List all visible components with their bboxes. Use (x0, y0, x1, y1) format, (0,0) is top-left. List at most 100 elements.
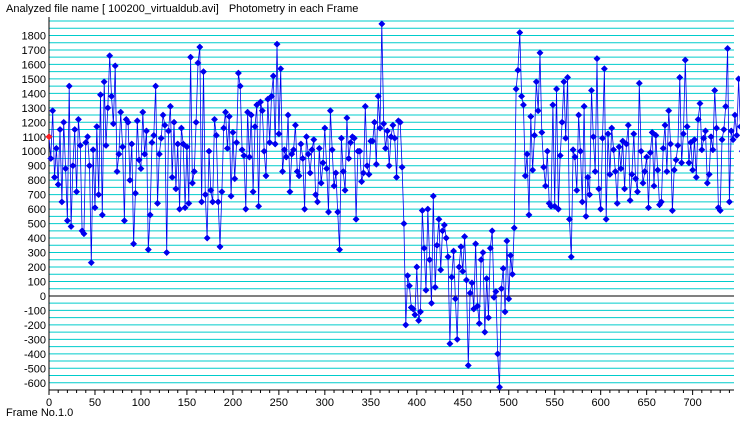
data-point (455, 263, 463, 271)
data-point (141, 150, 149, 158)
data-point (519, 101, 527, 109)
data-point (628, 170, 636, 178)
data-point (269, 72, 277, 80)
data-point (709, 146, 717, 154)
data-point (438, 227, 447, 235)
data-point (73, 188, 81, 196)
data-point (468, 279, 476, 287)
data-point (324, 208, 333, 216)
data-point (229, 128, 237, 136)
data-point (560, 78, 568, 86)
data-point (172, 185, 180, 193)
data-point (249, 188, 257, 196)
data-point (183, 143, 191, 151)
data-point (641, 167, 649, 176)
data-point (558, 118, 566, 126)
data-point (255, 202, 263, 210)
data-point (80, 230, 88, 238)
data-point (337, 134, 345, 142)
data-point (404, 272, 412, 280)
data-point (678, 159, 686, 167)
data-point (400, 220, 408, 228)
data-point (426, 256, 434, 264)
data-point (144, 246, 152, 254)
data-point (676, 73, 684, 81)
data-point (302, 133, 311, 141)
data-point (541, 182, 550, 190)
data-point (176, 205, 184, 213)
x-tick-label: 650 (637, 397, 655, 409)
data-point (578, 198, 586, 206)
data-point (593, 55, 601, 63)
data-point (343, 114, 351, 122)
data-point (604, 130, 612, 138)
data-point (107, 92, 116, 100)
data-point (582, 212, 590, 220)
data-point (562, 134, 570, 142)
x-tick-label: 200 (224, 397, 242, 409)
data-point (497, 285, 505, 293)
data-point (278, 167, 287, 176)
data-point (516, 29, 524, 37)
data-point (435, 215, 443, 223)
y-tick-label: 1600 (22, 59, 46, 71)
data-point (418, 207, 426, 215)
data-point (282, 153, 290, 161)
data-point (383, 127, 391, 135)
data-point (448, 273, 456, 281)
data-point (284, 111, 292, 119)
data-point (552, 85, 561, 93)
data-point (345, 154, 353, 163)
x-tick-label: 100 (132, 397, 150, 409)
data-point (683, 123, 691, 131)
y-tick-label: 1700 (22, 45, 46, 57)
data-point (207, 186, 215, 194)
data-point (736, 123, 740, 130)
data-point (731, 111, 739, 119)
data-point (128, 140, 136, 148)
data-point (475, 319, 483, 327)
data-point (286, 188, 294, 196)
data-point (190, 167, 198, 176)
data-point (266, 138, 274, 147)
data-point (689, 166, 697, 174)
data-point (157, 134, 165, 142)
data-point (196, 43, 204, 51)
data-point (427, 299, 436, 307)
data-point (549, 101, 557, 109)
data-point (56, 125, 64, 134)
data-point (729, 136, 737, 144)
data-point (536, 49, 544, 57)
data-point (220, 124, 228, 132)
data-point (332, 169, 340, 177)
x-tick-labels: 0 50 100 150 200 250 300 350 400 450 500 550 600 650 7… (46, 397, 702, 409)
data-point (473, 302, 482, 310)
data-point (464, 361, 472, 369)
x-tick-label: 300 (316, 397, 334, 409)
data-point (667, 140, 675, 148)
axes (48, 17, 734, 395)
data-point (564, 73, 572, 81)
data-point (227, 192, 235, 200)
data-point (137, 165, 145, 173)
data-point (725, 198, 733, 206)
data-point (712, 124, 721, 132)
data-point (312, 191, 320, 199)
y-tick-label: 600 (28, 204, 46, 216)
data-point (679, 130, 687, 138)
data-point (104, 104, 112, 112)
data-point (306, 169, 314, 177)
data-point (484, 314, 493, 322)
data-point (256, 98, 265, 106)
data-point (277, 65, 285, 73)
data-point (391, 134, 399, 142)
data-point (124, 118, 132, 126)
data-point (540, 163, 548, 171)
data-point (659, 144, 667, 152)
data-point (119, 143, 127, 151)
data-point (214, 198, 222, 206)
data-point (617, 165, 625, 173)
data-point (615, 143, 623, 151)
data-point (174, 140, 182, 148)
